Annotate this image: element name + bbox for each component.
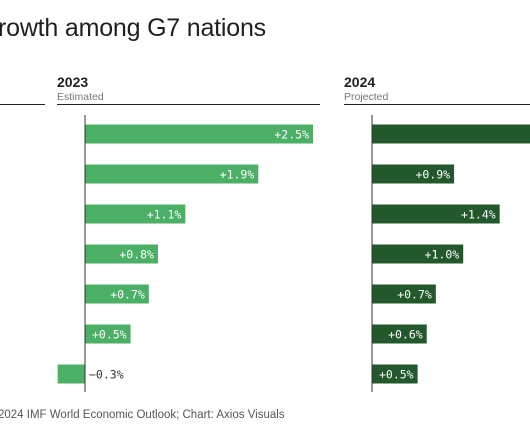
bar-2024-row-4 — [372, 244, 464, 264]
bar-2024-row-7 — [372, 364, 418, 384]
bar-2023-row-1 — [85, 124, 313, 144]
data-label-2024-row-7: +0.5% — [379, 368, 414, 382]
bar-2024-row-6 — [372, 324, 427, 344]
header-rule-left — [0, 104, 45, 105]
bar-2024-row-3 — [372, 204, 500, 224]
bar-2023-row-6 — [85, 324, 131, 344]
bar-2023-row-4 — [85, 244, 158, 264]
column-sublabel-2024: Projected — [344, 91, 389, 103]
chart-title: rowth among G7 nations — [0, 14, 266, 42]
bar-2024-row-2 — [372, 164, 455, 184]
data-label-2024-row-3: +1.4% — [461, 208, 496, 222]
bar-2023-row-3 — [85, 204, 186, 224]
column-header-2024: 2024 Projected — [344, 74, 388, 104]
data-label-2023-row-5: +0.7% — [110, 288, 145, 302]
data-label-2023-row-4: +0.8% — [119, 248, 154, 262]
column-sublabel-2023: Estimated — [57, 91, 104, 103]
data-label-2023-row-3: +1.1% — [147, 208, 182, 222]
bar-2023-row-2 — [85, 164, 259, 184]
data-label-2023-row-7: −0.3% — [89, 368, 124, 382]
data-label-2024-row-6: +0.6% — [388, 328, 423, 342]
bar-2024-row-1 — [372, 124, 530, 144]
source-note: 2024 IMF World Economic Outlook; Chart: … — [0, 409, 285, 421]
column-year-2024: 2024 — [344, 74, 376, 90]
bar-2023-row-5 — [85, 284, 149, 304]
data-label-2024-row-2: +0.9% — [415, 168, 450, 182]
data-label-2024-row-5: +0.7% — [397, 288, 432, 302]
header-rule-2024 — [344, 104, 530, 105]
data-label-2023-row-6: +0.5% — [92, 328, 127, 342]
data-label-2023-row-1: +2.5% — [274, 128, 309, 142]
header-rule-2023 — [57, 104, 320, 105]
bar-2024-row-5 — [372, 284, 436, 304]
column-header-2023: 2023 Estimated — [57, 74, 104, 104]
column-year-2023: 2023 — [57, 74, 89, 90]
bar-2023-row-7 — [57, 364, 85, 384]
data-label-2024-row-4: +1.0% — [425, 248, 460, 262]
data-label-2023-row-2: +1.9% — [220, 168, 255, 182]
